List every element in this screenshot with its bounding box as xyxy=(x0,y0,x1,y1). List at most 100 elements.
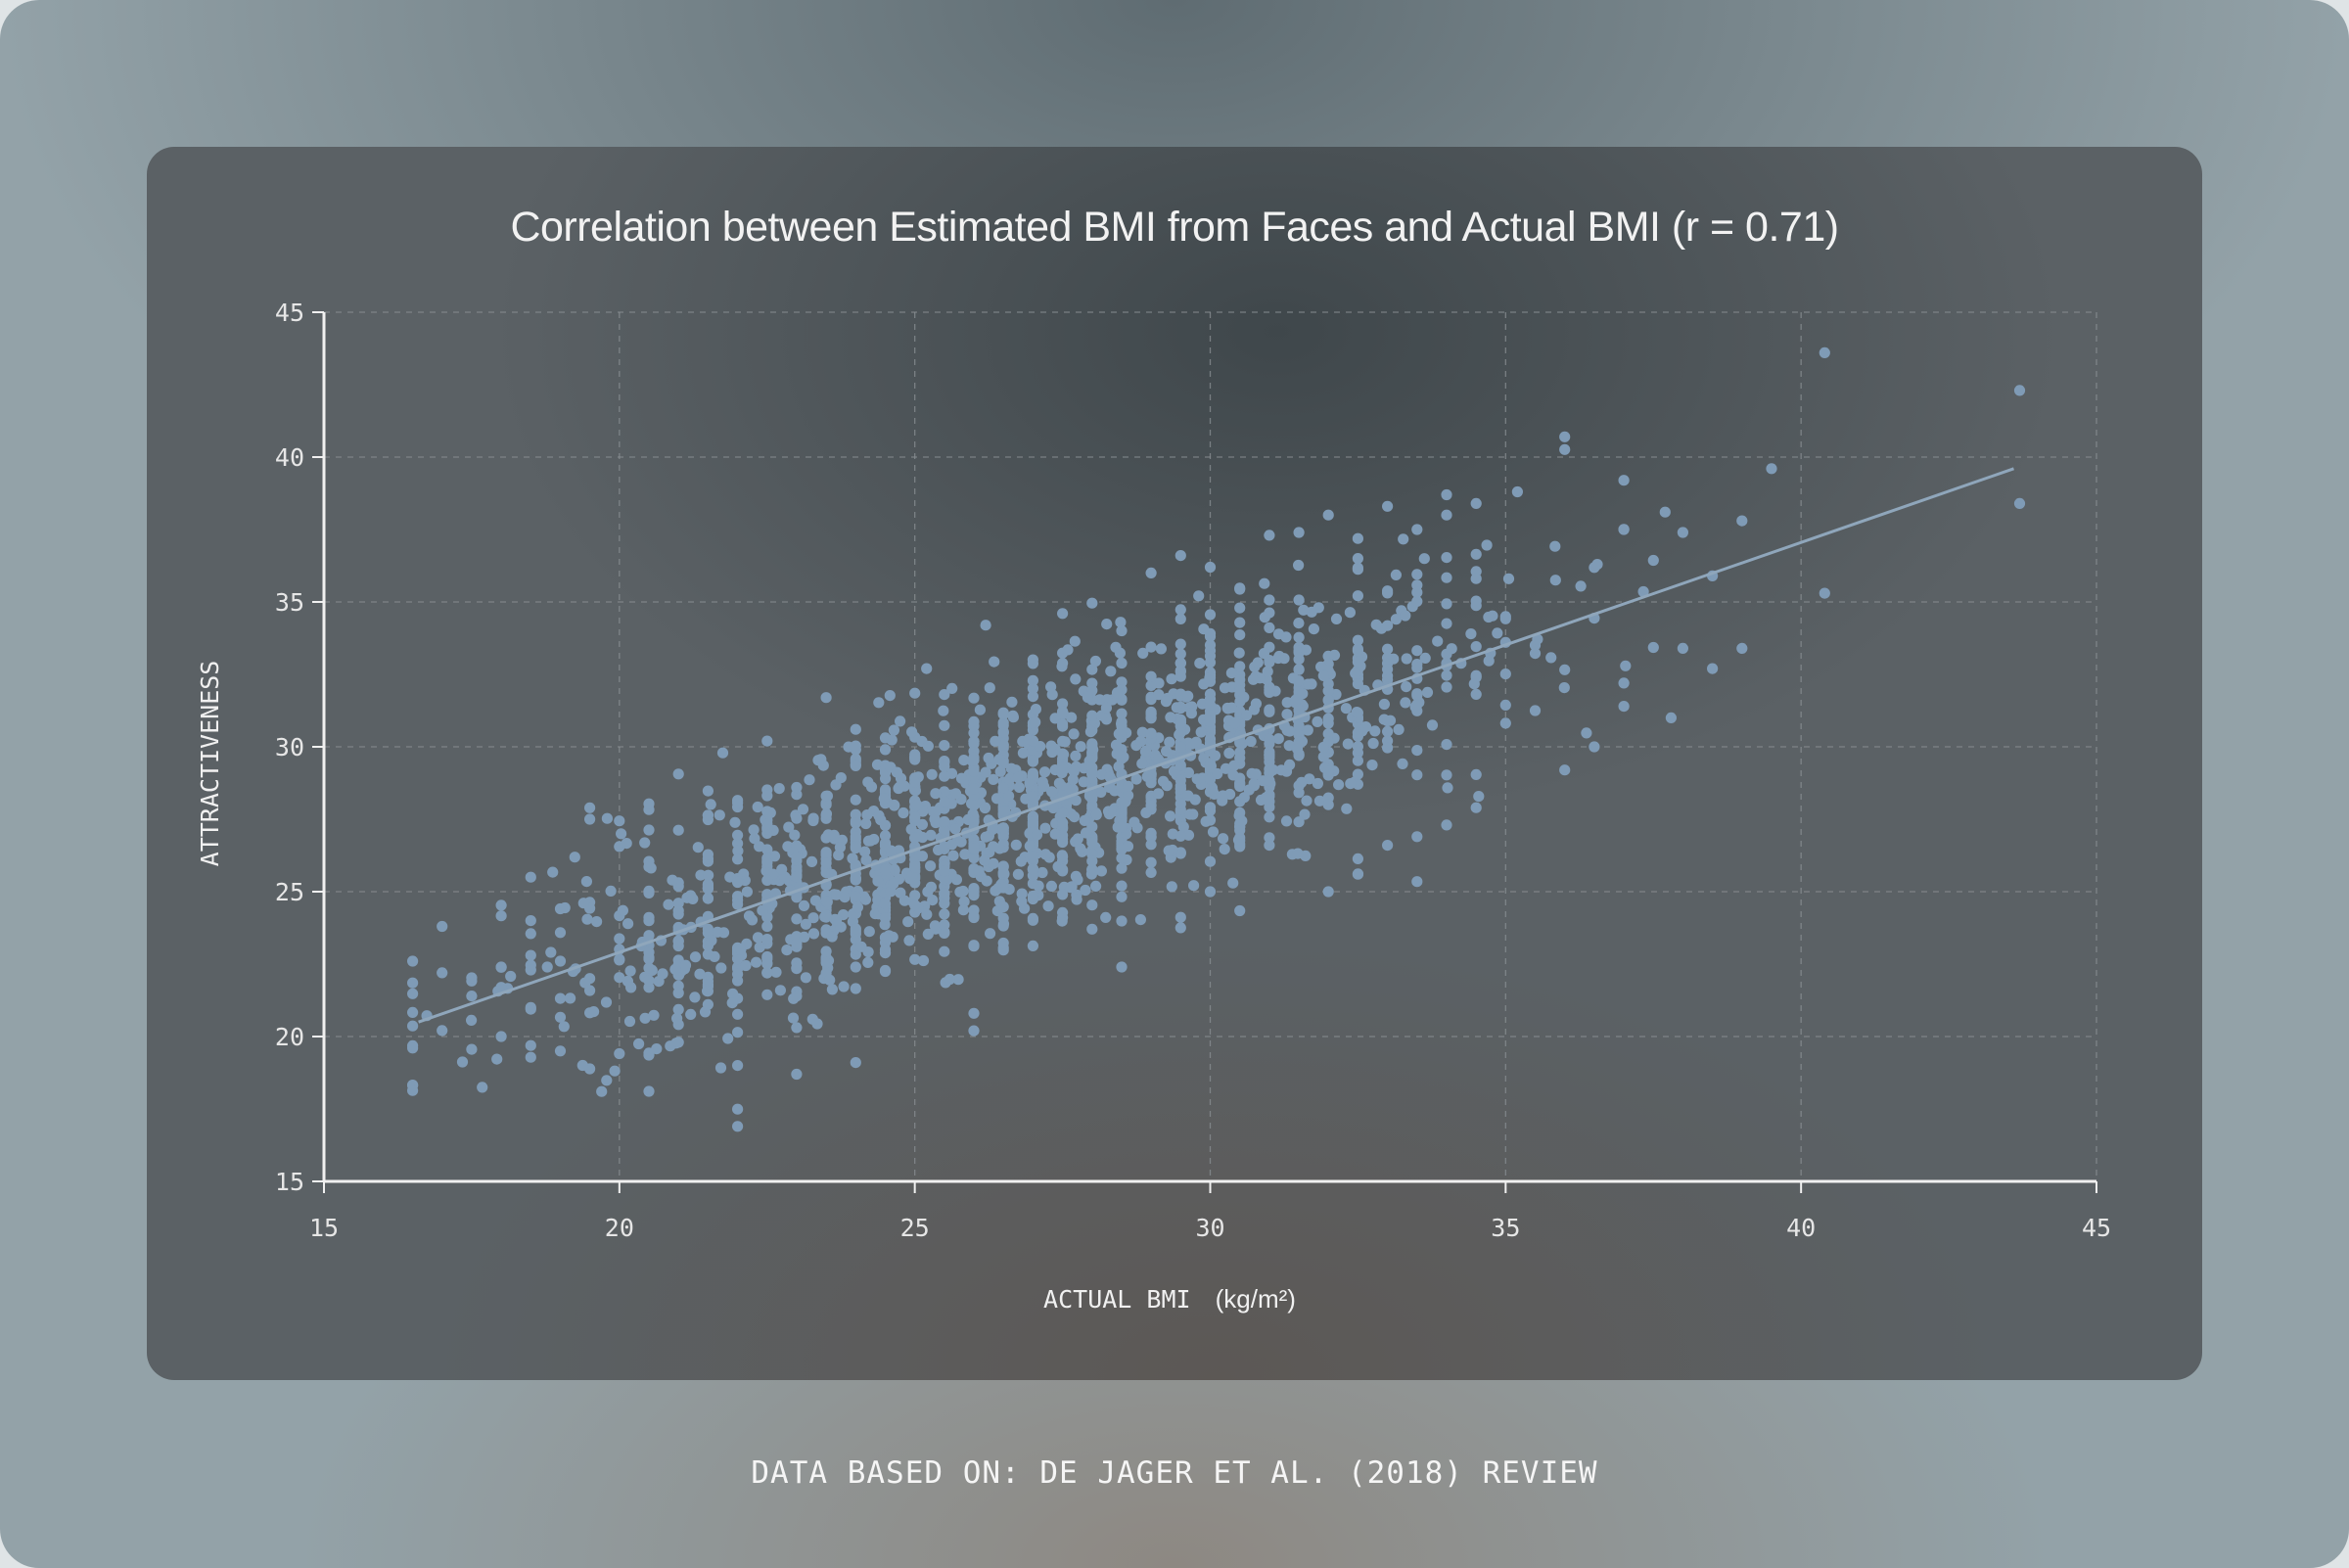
data-point xyxy=(741,886,754,898)
data-point xyxy=(1322,694,1334,706)
data-point xyxy=(495,910,507,922)
data-point xyxy=(1027,816,1038,828)
data-point xyxy=(1234,674,1246,686)
data-point xyxy=(554,927,567,939)
data-point xyxy=(939,761,950,772)
data-point xyxy=(1079,814,1090,827)
data-point xyxy=(1101,619,1113,630)
data-point xyxy=(929,813,941,825)
data-point xyxy=(1070,673,1082,685)
data-point xyxy=(1006,696,1018,708)
data-point xyxy=(1195,726,1207,738)
data-point xyxy=(1069,811,1081,823)
data-point xyxy=(1057,698,1069,710)
data-point xyxy=(1499,611,1511,623)
data-point xyxy=(1302,678,1313,690)
data-point xyxy=(1470,573,1482,584)
data-point xyxy=(791,812,803,824)
data-point xyxy=(1086,664,1098,675)
data-point xyxy=(732,1060,744,1072)
data-point xyxy=(1145,866,1157,879)
data-point xyxy=(558,1021,570,1033)
data-point xyxy=(751,956,762,968)
data-point xyxy=(997,758,1009,769)
data-point xyxy=(1086,923,1098,935)
data-point xyxy=(1145,693,1157,706)
data-point xyxy=(1312,777,1323,790)
data-point xyxy=(1069,635,1081,647)
data-point xyxy=(800,918,812,930)
data-point xyxy=(1344,607,1356,619)
data-point xyxy=(726,997,738,1009)
data-point xyxy=(761,818,773,830)
data-point xyxy=(938,705,949,716)
x-tick-label: 30 xyxy=(1195,1214,1224,1242)
data-point xyxy=(1174,830,1186,842)
data-point xyxy=(643,1085,655,1097)
data-point xyxy=(1529,648,1542,660)
y-tick-label: 40 xyxy=(275,443,304,472)
data-point xyxy=(580,876,592,888)
data-point xyxy=(1165,810,1176,822)
data-point xyxy=(847,853,858,864)
data-point xyxy=(1275,764,1287,776)
data-point xyxy=(1465,628,1477,640)
data-point xyxy=(820,857,832,869)
data-point xyxy=(1441,769,1452,781)
data-point xyxy=(1174,760,1186,771)
data-point xyxy=(916,851,929,862)
data-point xyxy=(879,840,892,852)
data-point xyxy=(1441,819,1452,831)
data-point xyxy=(806,855,818,868)
data-point xyxy=(820,911,832,923)
data-point xyxy=(554,1011,567,1023)
data-point xyxy=(909,899,921,911)
data-point xyxy=(576,1059,588,1072)
data-point xyxy=(1116,657,1128,669)
data-point xyxy=(614,972,625,984)
data-point xyxy=(1182,829,1195,841)
data-point xyxy=(1470,595,1482,607)
data-point xyxy=(1819,346,1830,358)
data-point xyxy=(1068,728,1080,740)
data-point xyxy=(781,945,793,956)
data-point xyxy=(1468,678,1480,690)
data-point xyxy=(689,992,701,1003)
data-point xyxy=(997,900,1009,913)
data-point xyxy=(1072,833,1083,845)
data-point xyxy=(1233,647,1245,659)
data-point xyxy=(609,1065,621,1077)
data-point xyxy=(807,912,819,924)
data-point xyxy=(672,898,684,909)
data-point xyxy=(1084,726,1096,738)
data-point xyxy=(1252,657,1264,669)
x-tick-label: 45 xyxy=(2082,1214,2111,1242)
data-point xyxy=(952,974,964,986)
data-point xyxy=(921,908,933,920)
data-point xyxy=(702,998,714,1010)
data-point xyxy=(959,849,971,860)
data-point xyxy=(1292,848,1304,859)
data-point xyxy=(761,790,773,802)
data-point xyxy=(1053,777,1065,789)
data-point xyxy=(1045,880,1057,893)
data-point xyxy=(1100,702,1112,714)
data-point xyxy=(669,963,681,975)
data-point xyxy=(1411,876,1423,888)
data-point xyxy=(1165,712,1176,723)
data-point xyxy=(1441,509,1452,521)
data-point xyxy=(839,892,851,903)
data-point xyxy=(584,813,596,825)
data-point xyxy=(1219,844,1230,855)
data-point xyxy=(1228,760,1240,771)
data-point xyxy=(1090,880,1102,893)
data-point xyxy=(999,806,1011,817)
data-point xyxy=(1027,735,1038,747)
data-point xyxy=(1145,839,1157,851)
data-point xyxy=(850,723,861,735)
data-point xyxy=(665,1040,676,1052)
data-point xyxy=(740,959,752,972)
data-point xyxy=(939,786,950,798)
data-point xyxy=(1618,701,1630,713)
data-point xyxy=(939,919,950,931)
